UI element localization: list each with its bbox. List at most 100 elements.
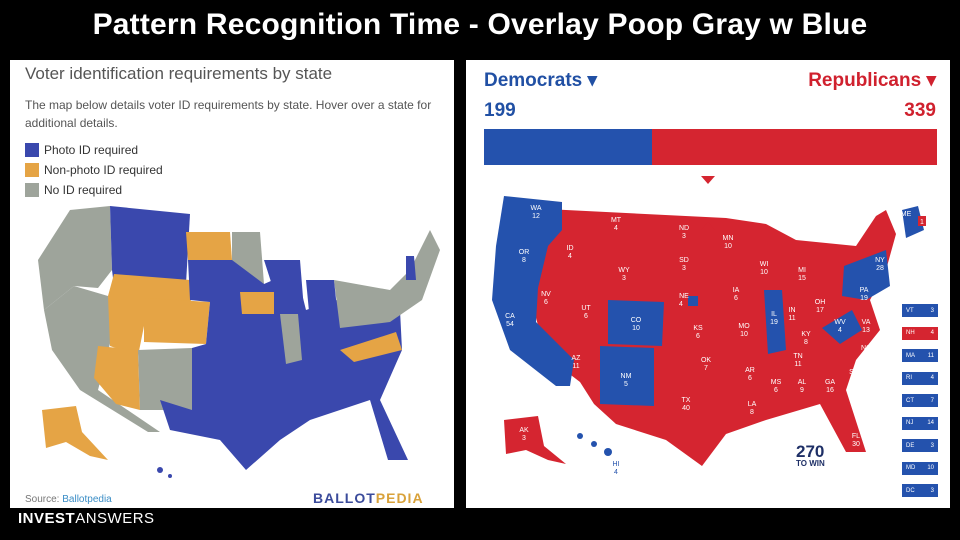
- legend-item-photo: Photo ID required: [25, 140, 163, 160]
- state-ev-az: 11: [572, 363, 579, 370]
- small-state-box-ma[interactable]: MA 11: [902, 349, 938, 362]
- electoral-vote-bar: [484, 129, 937, 165]
- state-ev-id: 4: [568, 253, 572, 260]
- map-legend: Photo ID required Non-photo ID required …: [25, 140, 163, 200]
- legend-label: No ID required: [44, 183, 123, 197]
- state-ev-me: 1: [920, 219, 924, 226]
- small-state-ev: 7: [930, 397, 934, 404]
- state-label-il: IL: [771, 311, 777, 318]
- republicans-dropdown[interactable]: Republicans ▾: [808, 70, 936, 91]
- state-ev-nm: 5: [624, 381, 628, 388]
- small-state-box-dc[interactable]: DC 3: [902, 484, 938, 497]
- small-state-box-ri[interactable]: RI 4: [902, 371, 938, 385]
- small-state-ev: 11: [927, 352, 934, 359]
- legend-swatch: [25, 163, 39, 177]
- state-ev-wy: 3: [622, 275, 626, 282]
- state-ev-nd: 3: [682, 233, 686, 240]
- small-state-box-nj[interactable]: NJ 14: [902, 416, 938, 430]
- state-label-nm: NM: [621, 373, 632, 380]
- state-label-ky: KY: [801, 331, 811, 338]
- small-state-label: MD: [906, 465, 916, 471]
- logo-light: ANSWERS: [75, 510, 155, 527]
- state-ev-ut: 6: [584, 313, 588, 320]
- state-ev-ok: 7: [704, 365, 708, 372]
- state-ev-in: 11: [788, 315, 795, 322]
- map-title: Voter identification requirements by sta…: [25, 64, 333, 83]
- small-state-ev: 3: [930, 442, 934, 449]
- state-label-ak: AK: [519, 427, 529, 434]
- logo-bold: INVEST: [18, 510, 76, 527]
- state-ev-ia: 6: [734, 295, 738, 302]
- small-state-label: DC: [906, 487, 915, 494]
- state-label-sc: SC: [849, 369, 859, 376]
- state-label-wa: WA: [530, 205, 541, 212]
- state-label-fl: FL: [852, 433, 860, 440]
- state-ev-pa: 19: [860, 295, 868, 302]
- state-label-ar: AR: [745, 367, 755, 374]
- small-state-label: VT: [906, 307, 914, 314]
- state-label-wy: WY: [618, 267, 630, 274]
- state-ev-wv: 4: [838, 327, 842, 334]
- state-label-la: LA: [748, 401, 757, 408]
- small-state-label: NJ: [906, 420, 914, 426]
- state-ev-mo: 10: [740, 331, 748, 338]
- small-state-ev: 3: [930, 487, 934, 494]
- state-ev-ny: 28: [876, 265, 884, 272]
- legend-item-none: No ID required: [25, 180, 163, 200]
- small-state-label: RI: [906, 375, 912, 381]
- state-label-oh: OH: [815, 299, 826, 306]
- state-ev-ky: 8: [804, 339, 808, 346]
- democrats-electoral-count: 199: [484, 100, 516, 121]
- state-ev-mn: 10: [724, 243, 732, 250]
- state-label-ca: CA: [505, 313, 515, 320]
- state-label-nd: ND: [679, 225, 689, 232]
- state-ev-al: 9: [800, 387, 804, 394]
- legend-label: Non-photo ID required: [44, 163, 163, 177]
- state-ev-oh: 17: [816, 307, 824, 314]
- small-state-box-md[interactable]: MD 10: [902, 461, 938, 475]
- state-ev-sd: 3: [682, 265, 686, 272]
- logo-part-a: BALLOT: [313, 490, 376, 506]
- state-ev-ne: 4: [679, 301, 683, 308]
- small-state-ev: 10: [927, 465, 934, 471]
- small-state-box-nh[interactable]: NH 4: [902, 326, 938, 340]
- small-state-box-ct[interactable]: CT 7: [902, 394, 938, 407]
- 270-to-win-logo: 270: [796, 442, 825, 461]
- state-label-me: ME: [901, 211, 912, 218]
- state-ev-tn: 11: [794, 361, 801, 368]
- state-label-ne: NE: [679, 293, 689, 300]
- state-label-mo: MO: [738, 323, 750, 330]
- small-state-box-de[interactable]: DE 3: [902, 439, 938, 452]
- ballotpedia-logo: BALLOTPEDIA: [313, 490, 424, 506]
- state-label-al: AL: [798, 379, 807, 386]
- state-label-va: VA: [862, 319, 871, 326]
- democrats-dropdown[interactable]: Democrats ▾: [484, 70, 598, 91]
- state-label-sd: SD: [679, 257, 689, 264]
- state-ev-ak: 3: [522, 435, 526, 442]
- state-ev-ms: 6: [774, 387, 778, 394]
- state-label-az: AZ: [572, 355, 582, 362]
- state-ev-co: 10: [632, 325, 640, 332]
- state-label-wv: WV: [834, 319, 846, 326]
- state-label-co: CO: [631, 317, 642, 324]
- logo-subtext: TO WIN: [796, 459, 825, 468]
- state-label-mn: MN: [723, 235, 734, 242]
- state-label-hi: HI: [613, 461, 620, 468]
- state-label-tx: TX: [682, 397, 691, 404]
- state-label-nc: NC: [861, 345, 871, 352]
- state-ev-ga: 16: [826, 387, 834, 394]
- state-label-ok: OK: [701, 357, 711, 364]
- state-ev-nc: 16: [862, 353, 870, 360]
- small-state-ev: 4: [930, 375, 934, 381]
- source-link[interactable]: Ballotpedia: [62, 494, 112, 505]
- voter-id-map[interactable]: [10, 60, 454, 508]
- state-label-wi: WI: [760, 261, 769, 268]
- slide-title: Pattern Recognition Time - Overlay Poop …: [92, 8, 868, 41]
- legend-swatch: [25, 183, 39, 197]
- source-prefix: Source:: [25, 494, 63, 505]
- state-label-tn: TN: [793, 353, 802, 360]
- state-ev-mt: 4: [614, 225, 618, 232]
- small-state-box-vt[interactable]: VT 3: [902, 304, 938, 317]
- legend-swatch: [25, 143, 39, 157]
